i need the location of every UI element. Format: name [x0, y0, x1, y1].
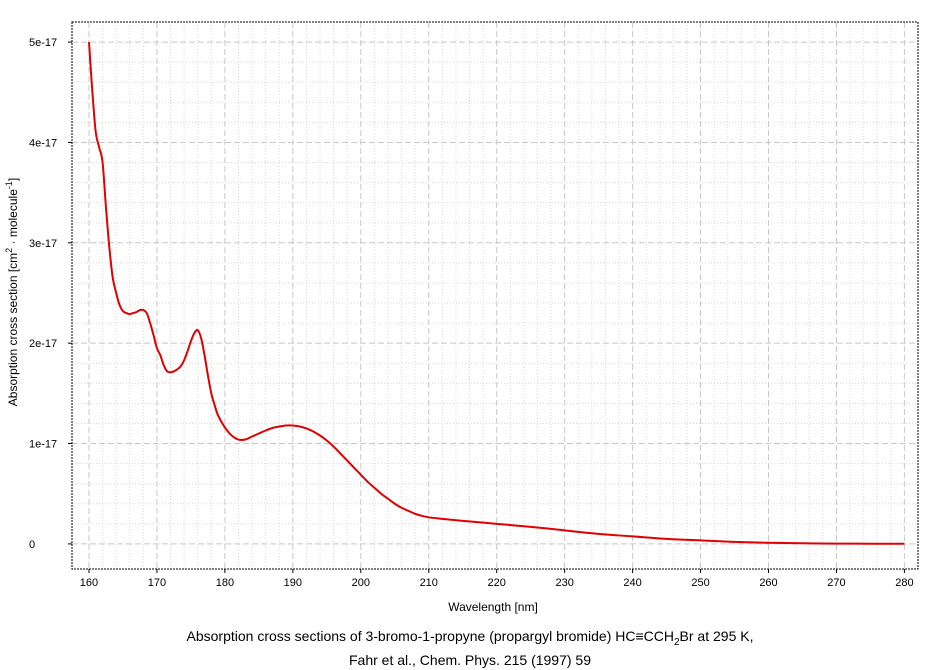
series-group	[87, 42, 905, 545]
x-tick-label: 270	[827, 577, 845, 589]
plot-background	[72, 22, 918, 569]
x-tick-label: 200	[352, 577, 370, 589]
caption-line-1-suffix: Br at 295 K,	[679, 628, 754, 644]
series-line	[87, 42, 905, 545]
absorption-chart: 160 170 180 190 200 210 220 230 240 250 260 270 280 …	[4, 21, 919, 614]
y-axis-title-sup-1: 2	[4, 248, 14, 253]
x-tick-label: 250	[691, 577, 709, 589]
y-axis-title-suffix: ]	[6, 178, 20, 181]
x-tick-label: 260	[759, 577, 777, 589]
y-axis-title-prefix: Absorption cross section [cm	[6, 253, 20, 406]
y-tick-label: 1e-17	[29, 439, 57, 451]
y-tick-label: 4e-17	[29, 137, 57, 149]
x-tick-label: 170	[148, 577, 166, 589]
x-tick-label: 180	[216, 577, 234, 589]
y-axis-title: Absorption cross section [cm2 · molecule…	[4, 178, 20, 406]
caption-line-2: Fahr et al., Chem. Phys. 215 (1997) 59	[348, 652, 591, 668]
y-tick-label: 3e-17	[29, 238, 57, 250]
x-axis: 160 170 180 190 200 210 220 230 240 250 260 270 280	[80, 569, 914, 589]
x-tick-label: 240	[623, 577, 641, 589]
minor-grid	[72, 22, 918, 569]
y-tick-label: 5e-17	[29, 37, 57, 49]
x-tick-label: 230	[555, 577, 573, 589]
y-tick-label: 2e-17	[29, 338, 57, 350]
y-tick-label: 0	[29, 539, 35, 551]
x-tick-label: 160	[80, 577, 98, 589]
x-tick-label: 220	[488, 577, 506, 589]
caption-line-1: Absorption cross sections of 3-bromo-1-p…	[0, 628, 940, 648]
x-tick-label: 210	[420, 577, 438, 589]
x-tick-label: 190	[284, 577, 302, 589]
y-axis: 0 1e-17 2e-17 3e-17 4e-17 5e-17	[29, 37, 72, 551]
major-grid	[72, 22, 918, 569]
y-axis-title-sup-2: -1	[4, 181, 14, 189]
x-tick-label: 280	[895, 577, 913, 589]
caption-line-1-prefix: Absorption cross sections of 3-bromo-1-p…	[186, 628, 674, 644]
y-axis-title-middle: · molecule	[6, 189, 20, 248]
x-axis-title: Wavelength [nm]	[448, 600, 538, 614]
caption-line-1-subscript: 2	[673, 636, 680, 648]
plot-frame	[71, 21, 919, 570]
